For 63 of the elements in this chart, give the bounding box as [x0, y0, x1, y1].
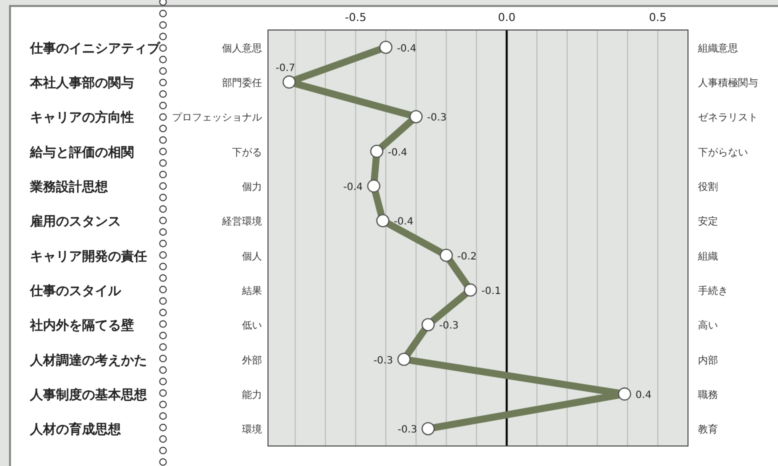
text: ゼネラリスト — [698, 112, 758, 124]
data-label: -0.4 — [343, 182, 363, 193]
data-label: -0.1 — [481, 286, 501, 297]
y-tick-label: 雇用のスタンス — [29, 214, 121, 230]
text: 人事積極関与 — [698, 77, 758, 89]
y-tick-label: 人事制度の基本思想 — [29, 387, 148, 403]
text: 個力 — [242, 181, 262, 193]
point — [422, 318, 435, 332]
text: 下がらない — [698, 147, 748, 158]
text: 役割 — [698, 181, 718, 193]
y-tick-label: 給与と評価の相関 — [29, 144, 134, 160]
text: 組織 — [697, 250, 718, 262]
point — [370, 144, 384, 158]
y-tick-label: 本社人事部の関与 — [29, 75, 134, 91]
data-label: -0.2 — [457, 251, 477, 262]
text: 個人意思 — [222, 42, 262, 54]
text: 部門委任 — [222, 77, 262, 89]
y-tick-label: 仕事のイニシアティブ — [29, 40, 161, 56]
point — [618, 387, 632, 401]
text: 結果 — [241, 286, 262, 297]
data-label: -0.3 — [427, 112, 447, 124]
y-tick-label: 業務設計思想 — [29, 179, 109, 195]
data-label: -0.4 — [394, 216, 414, 228]
data-label: -0.4 — [396, 43, 416, 54]
text: 能力 — [242, 389, 262, 401]
point — [376, 214, 390, 228]
y-tick-label: 人材調達の考えかた — [29, 352, 147, 368]
point — [397, 352, 411, 366]
text: 個人 — [242, 251, 262, 262]
text: 高い — [698, 320, 718, 332]
x2-tick-label: 0.0 — [498, 11, 516, 24]
data-label: -0.3 — [398, 424, 418, 436]
text: 下がる — [232, 147, 262, 158]
text: 内部 — [698, 354, 718, 366]
y-tick-label: 仕事のスタイル — [29, 284, 122, 299]
data-label: -0.7 — [276, 63, 296, 74]
point — [282, 75, 296, 89]
data-label: -0.3 — [439, 320, 459, 332]
data-label: -0.4 — [388, 147, 408, 158]
point — [464, 283, 478, 297]
text: 職務 — [698, 389, 718, 401]
text: 低い — [242, 320, 262, 332]
point — [422, 422, 435, 436]
data-label: -0.3 — [373, 355, 393, 366]
text: 環境 — [242, 424, 262, 436]
text: 外部 — [242, 354, 262, 366]
text: 経営環境 — [221, 216, 262, 228]
point — [379, 40, 392, 54]
x2-tick-label: 0.5 — [649, 11, 667, 24]
data-label: 0.4 — [636, 390, 652, 401]
text: 教育 — [698, 424, 718, 436]
text: 安定 — [698, 216, 718, 228]
y-tick-label: キャリアの方向性 — [30, 110, 134, 126]
text: 手続き — [698, 285, 728, 297]
x2-tick-label: -0.5 — [344, 11, 366, 24]
point — [440, 248, 453, 262]
y-tick-label: 社内外を隔てる壁 — [29, 318, 134, 334]
y-tick-label: 人材の育成思想 — [29, 422, 122, 438]
point — [367, 179, 380, 193]
text: 組織意思 — [697, 42, 738, 54]
y-tick-label: キャリア開発の責任 — [30, 249, 147, 264]
text: プロフェッショナル — [172, 112, 262, 124]
point — [409, 110, 423, 124]
